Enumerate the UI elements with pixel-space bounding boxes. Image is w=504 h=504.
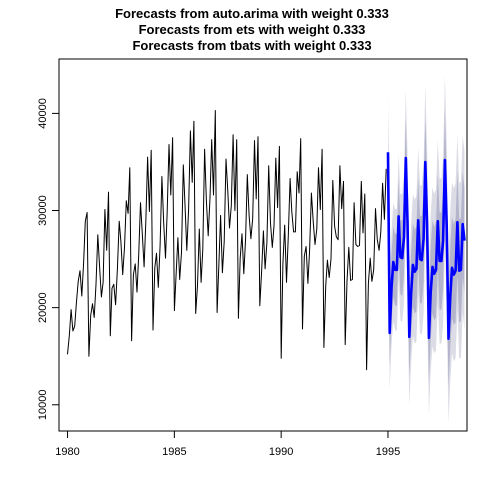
chart-title: Forecasts from auto.arima with weight 0.… — [0, 6, 504, 54]
forecast-series-line — [386, 152, 466, 341]
x-tick-label: 1995 — [376, 446, 400, 458]
y-tick-label: 40000 — [37, 98, 49, 129]
x-tick-label: 1990 — [269, 446, 293, 458]
history-series-line — [67, 110, 387, 371]
y-tick-label: 20000 — [37, 292, 49, 323]
y-axis: 10000 20000 30000 40000 — [37, 98, 60, 420]
title-line-1: Forecasts from auto.arima with weight 0.… — [115, 6, 389, 21]
y-tick-label: 30000 — [37, 195, 49, 226]
series-lines — [67, 110, 466, 371]
x-tick-label: 1985 — [162, 446, 186, 458]
x-tick-label: 1980 — [55, 446, 79, 458]
x-axis: 1980 1985 1990 1995 — [55, 430, 400, 458]
title-line-3: Forecasts from tbats with weight 0.333 — [132, 38, 372, 53]
title-line-2: Forecasts from ets with weight 0.333 — [138, 22, 366, 37]
y-tick-label: 10000 — [37, 389, 49, 420]
